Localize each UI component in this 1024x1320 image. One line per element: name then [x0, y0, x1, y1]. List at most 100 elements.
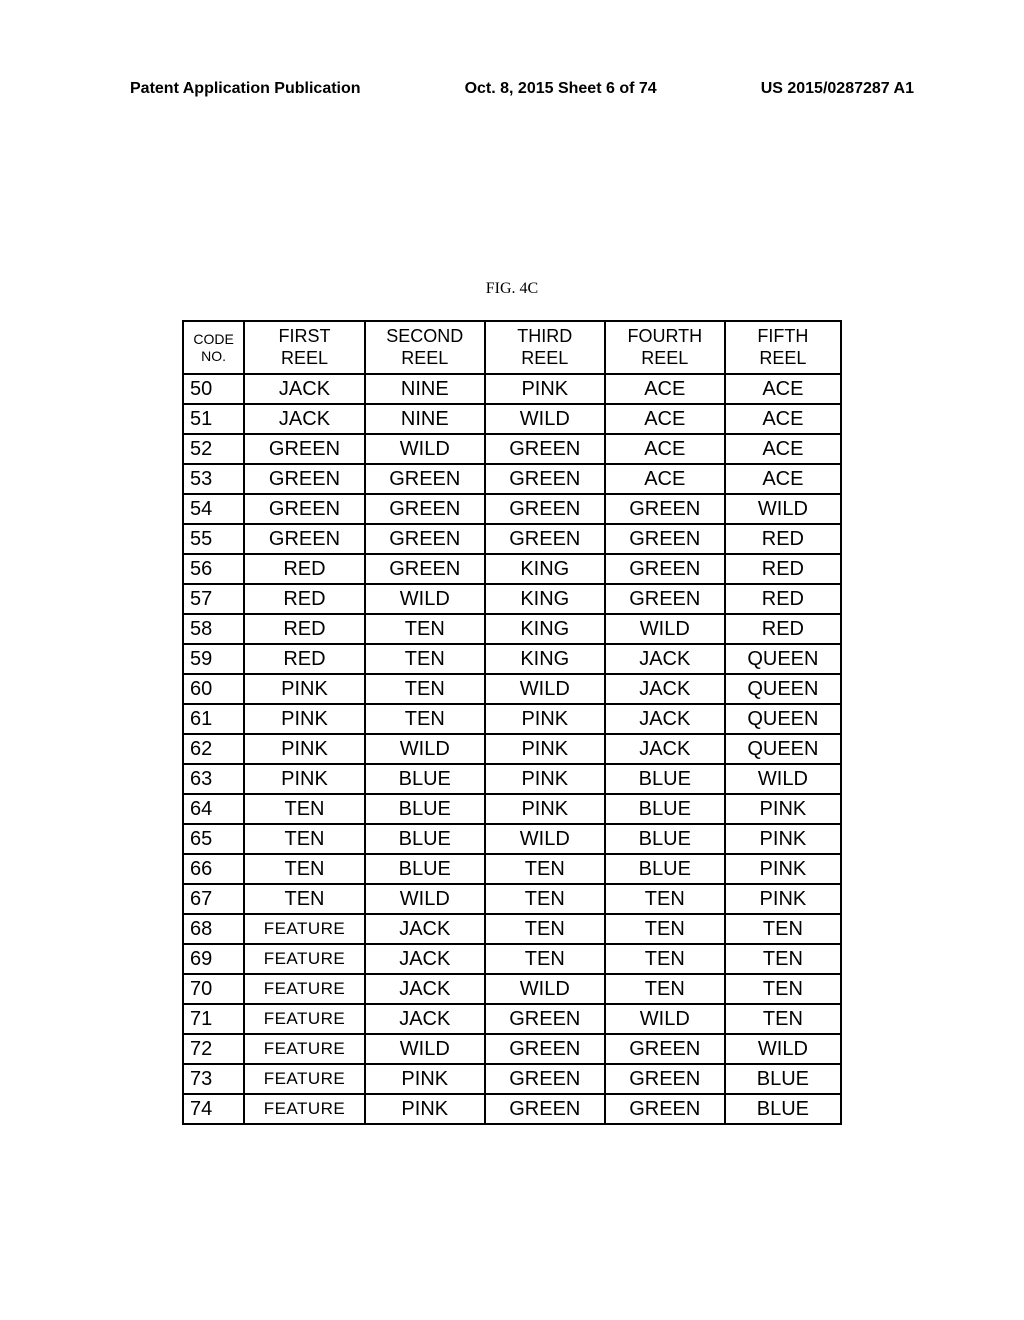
cell-code-no: 69 [183, 944, 244, 974]
table-row: 61PINKTENPINKJACKQUEEN [183, 704, 841, 734]
cell-reel-value: BLUE [365, 824, 485, 854]
cell-code-no: 73 [183, 1064, 244, 1094]
table-row: 54GREENGREENGREENGREENWILD [183, 494, 841, 524]
cell-reel-value: JACK [244, 374, 365, 404]
cell-code-no: 60 [183, 674, 244, 704]
cell-code-no: 64 [183, 794, 244, 824]
table-row: 58REDTENKINGWILDRED [183, 614, 841, 644]
col-code-no: CODENO. [183, 321, 244, 374]
cell-reel-value: JACK [365, 1004, 485, 1034]
cell-reel-value: TEN [725, 914, 841, 944]
cell-reel-value: GREEN [605, 1034, 725, 1064]
cell-reel-value: TEN [244, 824, 365, 854]
cell-code-no: 71 [183, 1004, 244, 1034]
cell-reel-value: TEN [725, 1004, 841, 1034]
table-row: 74FEATUREPINKGREENGREENBLUE [183, 1094, 841, 1124]
table-row: 63PINKBLUEPINKBLUEWILD [183, 764, 841, 794]
cell-reel-value: GREEN [244, 464, 365, 494]
cell-reel-value: WILD [365, 734, 485, 764]
table-row: 64TENBLUEPINKBLUEPINK [183, 794, 841, 824]
cell-reel-value: JACK [605, 644, 725, 674]
cell-code-no: 50 [183, 374, 244, 404]
table-row: 62PINKWILDPINKJACKQUEEN [183, 734, 841, 764]
col-first-reel: FIRSTREEL [244, 321, 365, 374]
cell-reel-value: TEN [485, 914, 605, 944]
cell-reel-value: FEATURE [244, 1004, 365, 1034]
cell-reel-value: TEN [485, 884, 605, 914]
page-header: Patent Application Publication Oct. 8, 2… [0, 80, 1024, 98]
cell-reel-value: WILD [725, 764, 841, 794]
cell-code-no: 63 [183, 764, 244, 794]
table-row: 71FEATUREJACKGREENWILDTEN [183, 1004, 841, 1034]
cell-reel-value: GREEN [365, 524, 485, 554]
cell-reel-value: RED [725, 554, 841, 584]
cell-reel-value: ACE [605, 434, 725, 464]
header-center: Oct. 8, 2015 Sheet 6 of 74 [465, 80, 657, 98]
cell-reel-value: JACK [605, 704, 725, 734]
cell-reel-value: FEATURE [244, 1034, 365, 1064]
cell-reel-value: TEN [725, 974, 841, 1004]
cell-reel-value: TEN [725, 944, 841, 974]
cell-reel-value: GREEN [244, 434, 365, 464]
cell-reel-value: WILD [365, 1034, 485, 1064]
cell-reel-value: TEN [605, 884, 725, 914]
cell-reel-value: TEN [365, 644, 485, 674]
cell-code-no: 54 [183, 494, 244, 524]
cell-reel-value: WILD [365, 884, 485, 914]
cell-code-no: 62 [183, 734, 244, 764]
cell-reel-value: ACE [725, 434, 841, 464]
cell-code-no: 51 [183, 404, 244, 434]
cell-reel-value: PINK [244, 704, 365, 734]
cell-reel-value: PINK [485, 794, 605, 824]
reel-table: CODENO. FIRSTREEL SECONDREEL THIRDREEL F… [182, 320, 842, 1125]
col-third-reel: THIRDREEL [485, 321, 605, 374]
cell-reel-value: FEATURE [244, 1094, 365, 1124]
cell-reel-value: WILD [365, 434, 485, 464]
cell-code-no: 55 [183, 524, 244, 554]
cell-reel-value: WILD [485, 404, 605, 434]
cell-code-no: 57 [183, 584, 244, 614]
cell-reel-value: GREEN [485, 524, 605, 554]
table-row: 53GREENGREENGREENACEACE [183, 464, 841, 494]
cell-code-no: 56 [183, 554, 244, 584]
cell-reel-value: PINK [365, 1064, 485, 1094]
table-row: 50JACKNINEPINKACEACE [183, 374, 841, 404]
cell-reel-value: PINK [725, 854, 841, 884]
cell-reel-value: RED [244, 644, 365, 674]
cell-reel-value: NINE [365, 374, 485, 404]
cell-reel-value: WILD [485, 974, 605, 1004]
cell-reel-value: BLUE [605, 764, 725, 794]
cell-reel-value: RED [244, 554, 365, 584]
cell-reel-value: BLUE [605, 794, 725, 824]
cell-reel-value: FEATURE [244, 1064, 365, 1094]
cell-reel-value: GREEN [485, 464, 605, 494]
cell-code-no: 72 [183, 1034, 244, 1064]
cell-reel-value: GREEN [605, 524, 725, 554]
cell-reel-value: WILD [365, 584, 485, 614]
cell-reel-value: BLUE [605, 824, 725, 854]
cell-reel-value: QUEEN [725, 704, 841, 734]
cell-reel-value: KING [485, 554, 605, 584]
header-right: US 2015/0287287 A1 [761, 80, 914, 98]
cell-reel-value: QUEEN [725, 734, 841, 764]
cell-reel-value: GREEN [485, 1094, 605, 1124]
cell-reel-value: TEN [365, 614, 485, 644]
cell-reel-value: WILD [725, 494, 841, 524]
cell-reel-value: ACE [725, 404, 841, 434]
cell-reel-value: GREEN [365, 464, 485, 494]
cell-reel-value: FEATURE [244, 914, 365, 944]
cell-reel-value: ACE [605, 404, 725, 434]
cell-reel-value: TEN [605, 914, 725, 944]
cell-reel-value: ACE [725, 374, 841, 404]
cell-reel-value: JACK [605, 734, 725, 764]
table-row: 70FEATUREJACKWILDTENTEN [183, 974, 841, 1004]
cell-reel-value: RED [244, 614, 365, 644]
cell-reel-value: RED [725, 614, 841, 644]
cell-reel-value: GREEN [485, 434, 605, 464]
cell-reel-value: TEN [365, 704, 485, 734]
cell-reel-value: PINK [725, 884, 841, 914]
cell-reel-value: PINK [725, 794, 841, 824]
cell-reel-value: TEN [244, 854, 365, 884]
cell-reel-value: JACK [365, 974, 485, 1004]
cell-reel-value: ACE [605, 374, 725, 404]
